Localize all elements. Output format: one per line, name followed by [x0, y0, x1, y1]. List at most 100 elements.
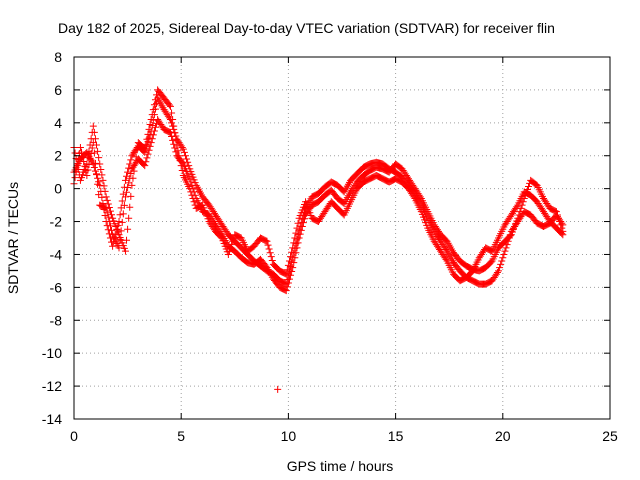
data-point: [105, 230, 113, 238]
data-point: [179, 145, 187, 153]
data-point: [74, 165, 82, 173]
data-point: [117, 227, 125, 235]
data-point: [97, 165, 105, 173]
data-point: [553, 211, 561, 219]
data-point: [442, 255, 450, 263]
data-point: [149, 131, 157, 139]
data-point: [131, 160, 139, 168]
data-point: [93, 170, 101, 178]
data-point: [166, 102, 174, 110]
data-point: [264, 241, 272, 249]
data-point: [282, 270, 290, 278]
data-point: [95, 191, 103, 199]
data-point: [146, 142, 154, 150]
data-point: [125, 164, 133, 172]
data-point: [268, 256, 276, 264]
chart-title: Day 182 of 2025, Sidereal Day-to-day VTE…: [58, 20, 555, 36]
y-tick-label: -12: [42, 378, 62, 394]
data-point: [168, 109, 176, 117]
y-tick-label: 8: [54, 49, 62, 65]
x-tick-label: 25: [602, 428, 618, 444]
y-tick-labels: -14 -12 -10 -8 -6 -4 -2 0 2 4 6 8: [42, 49, 62, 427]
x-axis-title: GPS time / hours: [287, 458, 394, 474]
data-point: [185, 162, 193, 170]
data-point: [502, 244, 510, 252]
data-point: [149, 106, 157, 114]
data-point: [284, 261, 292, 269]
data-point: [497, 260, 505, 268]
data-point: [128, 181, 136, 189]
data-point: [274, 385, 282, 393]
y-tick-label: 4: [54, 115, 62, 131]
y-tick-label: -10: [42, 345, 62, 361]
data-point: [116, 211, 124, 219]
data-point: [148, 135, 156, 143]
data-point: [165, 101, 173, 109]
data-point: [168, 133, 176, 141]
data-point: [144, 130, 152, 138]
x-tick-label: 5: [177, 428, 185, 444]
data-point: [170, 122, 178, 130]
data-point: [146, 120, 154, 128]
data-point: [125, 214, 133, 222]
data-point: [94, 147, 102, 155]
data-point: [282, 287, 290, 295]
data-point: [103, 196, 111, 204]
data-point: [83, 160, 91, 168]
data-point: [556, 218, 564, 226]
y-tick-label: -4: [50, 246, 63, 262]
plot-frame: [73, 56, 611, 420]
data-point: [227, 244, 235, 252]
data-point: [151, 96, 159, 104]
data-point: [105, 204, 113, 212]
data-point: [188, 191, 196, 199]
data-point: [190, 198, 198, 206]
data-point: [501, 247, 509, 255]
data-point: [144, 150, 152, 158]
data-point: [228, 241, 236, 249]
data-point: [95, 154, 103, 162]
data-point: [123, 188, 131, 196]
data-point: [124, 225, 132, 233]
data-point: [115, 244, 123, 252]
series-outlier: [274, 385, 282, 393]
data-point: [173, 142, 181, 150]
y-tick-label: -2: [50, 214, 63, 230]
grid-lines: [74, 57, 610, 419]
data-point: [169, 116, 177, 124]
data-point: [90, 164, 98, 172]
data-point: [94, 174, 102, 182]
data-point: [119, 210, 127, 218]
data-point: [558, 230, 566, 238]
data-point: [281, 270, 289, 278]
data-point: [106, 222, 114, 230]
data-point: [189, 195, 197, 203]
data-point: [91, 135, 99, 143]
data-point: [169, 136, 177, 144]
data-point: [90, 149, 98, 157]
data-point: [525, 182, 533, 190]
data-point: [105, 218, 113, 226]
data-point: [283, 283, 291, 291]
x-tick-labels: 0 5 10 15 20 25: [70, 428, 618, 444]
x-tick-label: 10: [281, 428, 297, 444]
data-point: [142, 140, 150, 148]
data-point: [165, 114, 173, 122]
data-point: [176, 157, 184, 165]
data-point: [79, 153, 87, 161]
data-point: [291, 254, 299, 262]
data-point: [293, 224, 301, 232]
data-point: [287, 271, 295, 279]
data-point: [513, 203, 521, 211]
data-point: [516, 208, 524, 216]
data-point: [263, 237, 271, 245]
data-point: [132, 153, 140, 161]
data-point: [183, 155, 191, 163]
data-point: [108, 211, 116, 219]
data-point: [174, 147, 182, 155]
data-point: [124, 184, 132, 192]
data-point: [103, 209, 111, 217]
x-tick-label: 15: [388, 428, 404, 444]
data-point: [142, 158, 150, 166]
data-point: [177, 162, 185, 170]
